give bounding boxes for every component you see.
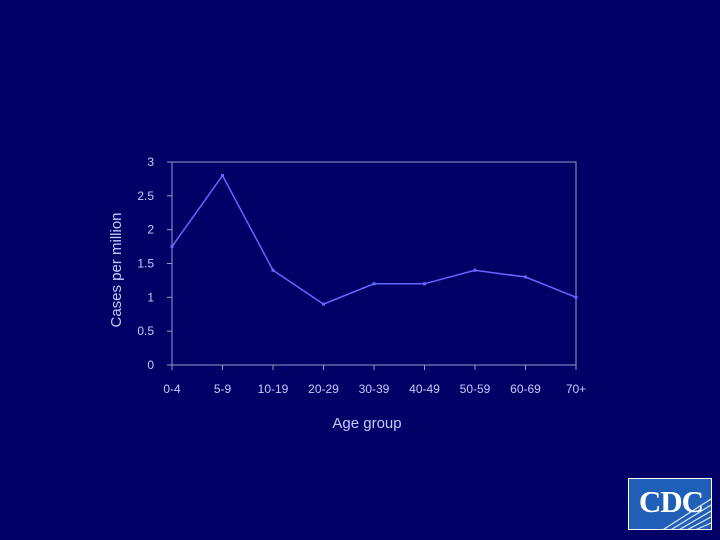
data-point [322,302,325,306]
x-tick-label: 30-39 [359,382,390,396]
x-tick-label: 70+ [566,382,586,396]
x-tick-label: 20-29 [308,382,339,396]
y-tick-label: 2.5 [137,189,154,203]
plot-area-frame [171,161,577,366]
y-tick-label: 1 [147,290,154,304]
x-tick-label: 5-9 [214,382,232,396]
data-point [473,268,477,272]
data-point [372,282,376,286]
data-point [524,275,527,279]
data-point [423,282,426,286]
x-axis-title: Age group [332,415,401,432]
data-point [271,268,275,272]
x-tick-label: 60-69 [510,382,541,396]
chart-marks [170,174,578,306]
x-tick-label: 0-4 [163,382,181,396]
x-tick-label: 50-59 [460,382,491,396]
data-point [170,245,174,249]
y-tick-label: 2 [147,223,154,237]
data-point [574,295,578,299]
x-tick-label: 40-49 [409,382,440,396]
logo-text: CDC [638,484,704,519]
y-tick-label: 0 [147,358,154,372]
logo-stripes [663,498,711,529]
cdc-logo-icon: CDC [628,478,712,530]
y-axis-title: Cases per million [108,212,125,327]
y-tick-label: 3 [147,155,154,169]
chart-axes [167,161,577,370]
data-point [221,174,224,178]
x-tick-label: 10-19 [258,382,289,396]
chart-labels: 0 0.5 1 1.5 2 2.5 3 0-4 5-9 10-19 20-29 30-39 40-49 5… [137,155,586,396]
y-tick-label: 1.5 [137,257,154,271]
y-tick-label: 0.5 [137,324,154,338]
